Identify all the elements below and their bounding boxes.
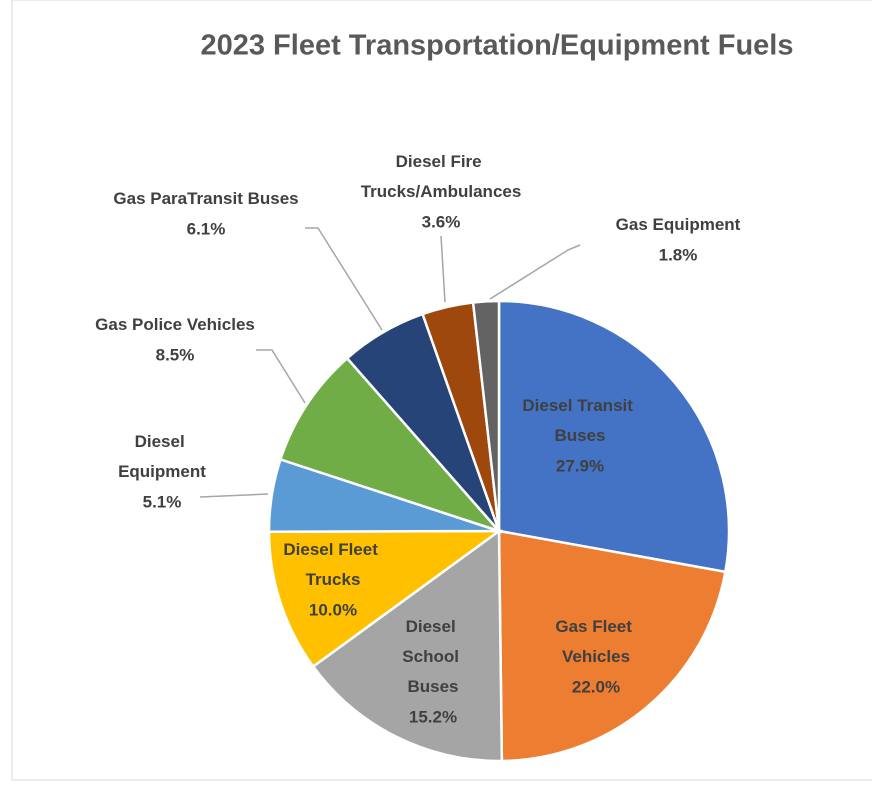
slice-label: Diesel Transit Buses	[522, 396, 637, 445]
label-line: Gas Police Vehicles	[95, 315, 255, 334]
label-line: Vehicles	[562, 647, 630, 666]
slice-value-label: 15.2%	[409, 707, 457, 726]
pie-slice	[497, 529, 727, 763]
leader-line	[305, 227, 383, 331]
slice-label: Gas ParaTransit Buses	[113, 189, 298, 208]
slice-label: Gas Fleet Vehicles	[555, 617, 636, 666]
label-line: Diesel Fleet	[283, 540, 382, 559]
label-line: School	[402, 647, 463, 666]
label-line: Gas Fleet	[555, 617, 636, 636]
slice-value-label: 22.0%	[572, 677, 620, 696]
slice-value-label: 6.1%	[187, 219, 226, 238]
slice-value-label: 8.5%	[156, 345, 195, 364]
slice-label: Diesel Fleet Trucks	[283, 540, 382, 589]
pie-slice	[497, 299, 731, 574]
chart-title: 2023 Fleet Transportation/Equipment Fuel…	[200, 30, 793, 62]
label-line: Trucks	[306, 570, 361, 589]
slice-label: Gas Equipment	[616, 215, 741, 234]
label-line: Diesel	[135, 432, 190, 451]
label-line: Diesel Fire	[396, 152, 487, 171]
leader-lines	[199, 227, 581, 498]
pie-slice	[471, 299, 501, 532]
label-line: Gas Equipment	[616, 215, 741, 234]
slice-label: Diesel Fire Trucks/Ambulances	[361, 152, 522, 201]
slice-value-label: 1.8%	[659, 245, 698, 264]
slice-value-label: 10.0%	[309, 600, 357, 619]
label-line: Trucks/Ambulances	[361, 182, 522, 201]
slice-value-label: 3.6%	[422, 212, 461, 231]
label-line: Buses	[554, 426, 605, 445]
pie-slice	[267, 529, 503, 669]
label-line: Diesel Transit	[522, 396, 637, 415]
slice-value-label: 27.9%	[556, 456, 604, 475]
leader-line	[199, 493, 269, 498]
leader-line	[440, 235, 446, 303]
slice-label: Gas Police Vehicles	[95, 315, 255, 334]
pie-slice	[278, 356, 503, 534]
label-line: Diesel	[406, 617, 461, 636]
leader-line	[489, 244, 581, 300]
slice-value-label: 5.1%	[143, 492, 182, 511]
label-line: Buses	[407, 677, 458, 696]
label-line: Equipment	[118, 462, 206, 481]
leader-line	[256, 349, 306, 404]
slice-label: Diesel School Buses	[402, 617, 463, 696]
label-line: Gas ParaTransit Buses	[113, 189, 298, 208]
slice-label: Diesel Equipment	[118, 432, 206, 481]
pie-slice	[311, 528, 504, 763]
